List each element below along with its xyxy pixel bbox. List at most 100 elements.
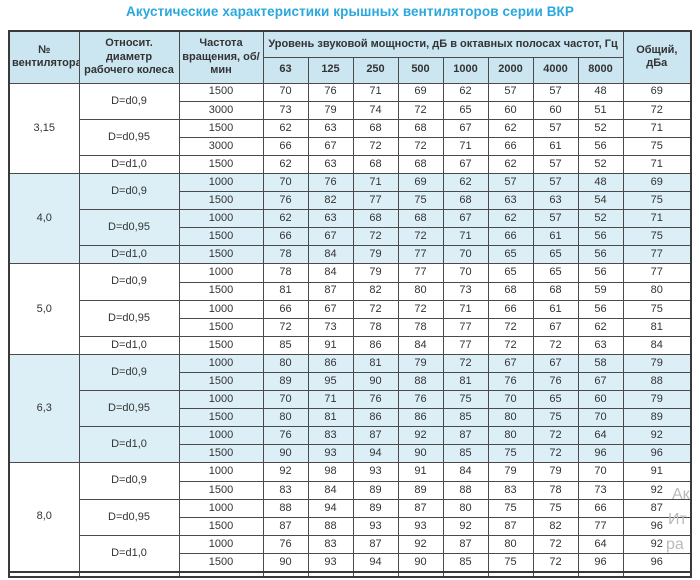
- level-cell: 78: [262, 245, 309, 265]
- table-row: 1500 72 73 78 78 77 72 67 62 81: [9, 317, 692, 337]
- freq-column-header: 500: [397, 56, 444, 84]
- level-cell: 65: [532, 263, 579, 283]
- level-cell: 72: [262, 317, 309, 337]
- level-cell: 60: [577, 390, 624, 410]
- total-cell: 96: [622, 516, 692, 536]
- rpm-cell: 1500: [178, 317, 264, 337]
- level-cell: 76: [307, 172, 354, 193]
- level-cell: 80: [262, 408, 309, 428]
- cutoff-cell: [307, 570, 354, 578]
- level-cell: 93: [307, 444, 354, 464]
- table-row: D=d1,0 1500 62 63 68 68 67 62 57 52 71: [9, 154, 692, 174]
- level-cell: 87: [442, 534, 489, 554]
- diameter-cell: D=d0,9: [78, 263, 180, 301]
- fan-number-cell: 8,0: [8, 462, 80, 573]
- level-cell: 79: [307, 100, 354, 120]
- diameter-cell: D=d1,0: [78, 245, 180, 265]
- level-cell: 76: [307, 82, 354, 102]
- level-cell: 70: [442, 245, 489, 265]
- rpm-cell: 1500: [178, 245, 264, 265]
- total-cell: 92: [622, 480, 692, 500]
- rpm-cell: 1500: [178, 516, 264, 536]
- total-cell: 77: [622, 245, 692, 265]
- level-cell: 73: [262, 100, 309, 120]
- level-cell: 95: [307, 371, 354, 392]
- rpm-cell: 3000: [178, 100, 264, 120]
- level-cell: 72: [352, 299, 399, 319]
- total-cell: 96: [622, 444, 692, 464]
- level-cell: 79: [487, 462, 534, 482]
- level-cell: 90: [397, 444, 444, 464]
- level-cell: 86: [397, 408, 444, 428]
- total-cell: 75: [622, 299, 692, 319]
- cutoff-cell: [622, 570, 692, 578]
- total-cell: 89: [622, 408, 692, 428]
- total-cell: 87: [622, 498, 692, 518]
- level-cell: 72: [397, 227, 444, 247]
- rpm-cell: 1500: [178, 552, 264, 573]
- level-cell: 93: [352, 462, 399, 482]
- diameter-cell: D=d0,95: [78, 118, 180, 156]
- level-cell: 79: [352, 245, 399, 265]
- total-cell: 69: [622, 172, 692, 193]
- fan-number-cell: 3,15: [8, 82, 80, 174]
- total-cell: 71: [622, 118, 692, 138]
- rpm-cell: 1500: [178, 154, 264, 174]
- level-cell: 87: [397, 498, 444, 518]
- level-cell: 62: [487, 154, 534, 174]
- cutoff-cell: [442, 570, 489, 578]
- level-cell: 70: [442, 263, 489, 283]
- level-cell: 75: [487, 498, 534, 518]
- table-row: D=d1,0 1000 76 83 87 92 87 80 72 64 92: [9, 534, 692, 573]
- level-cell: 57: [532, 172, 579, 193]
- level-cell: 73: [442, 281, 489, 301]
- diameter-cell: D=d1,0: [78, 534, 180, 573]
- table-row: D=d0,95 1000 70 71 76 76 75 70 65 60 79: [9, 390, 692, 428]
- level-cell: 96: [577, 552, 624, 573]
- level-cell: 67: [532, 353, 579, 374]
- total-cell: 84: [622, 335, 692, 355]
- table-row: 3,15 D=d0,9 1500 70 76 71 69 62 57 57 48 69: [8, 82, 692, 174]
- level-cell: 94: [352, 444, 399, 464]
- level-cell: 72: [532, 426, 579, 446]
- col-header-fan-number: № вентилятора: [8, 30, 80, 84]
- level-cell: 93: [307, 552, 354, 573]
- level-cell: 82: [352, 281, 399, 301]
- diameter-cell: D=d0,95: [78, 390, 180, 428]
- table-row: 1500 87 88 93 93 92 87 82 77 96: [9, 516, 692, 536]
- col-header-rel-diameter: Относит. диаметр рабочего колеса: [78, 30, 180, 84]
- level-cell: 76: [487, 371, 534, 392]
- level-cell: 79: [397, 353, 444, 374]
- total-cell: 92: [622, 534, 692, 554]
- level-cell: 76: [262, 426, 309, 446]
- level-cell: 70: [262, 82, 309, 102]
- level-cell: 68: [397, 209, 444, 229]
- level-cell: 63: [307, 118, 354, 138]
- total-cell: 79: [622, 353, 692, 374]
- level-cell: 72: [352, 227, 399, 247]
- freq-column-header: 8000: [577, 56, 624, 84]
- level-cell: 87: [262, 516, 309, 536]
- level-cell: 79: [532, 462, 579, 482]
- level-cell: 80: [442, 498, 489, 518]
- diameter-cell: D=d1,0: [78, 335, 180, 355]
- level-cell: 67: [532, 317, 579, 337]
- level-cell: 76: [352, 390, 399, 410]
- level-cell: 67: [442, 209, 489, 229]
- level-cell: 65: [487, 263, 534, 283]
- fan-number-cell: 6,3: [8, 353, 80, 464]
- level-cell: 75: [487, 552, 534, 573]
- level-cell: 78: [352, 317, 399, 337]
- level-cell: 63: [307, 154, 354, 174]
- level-cell: 72: [397, 136, 444, 156]
- level-cell: 80: [397, 281, 444, 301]
- freq-column-header: 63: [262, 56, 309, 84]
- level-cell: 83: [307, 426, 354, 446]
- rpm-cell: 1500: [178, 371, 264, 392]
- level-cell: 57: [532, 82, 579, 102]
- level-cell: 68: [487, 281, 534, 301]
- level-cell: 72: [397, 299, 444, 319]
- total-cell: 96: [622, 552, 692, 573]
- level-cell: 74: [352, 100, 399, 120]
- level-cell: 83: [487, 480, 534, 500]
